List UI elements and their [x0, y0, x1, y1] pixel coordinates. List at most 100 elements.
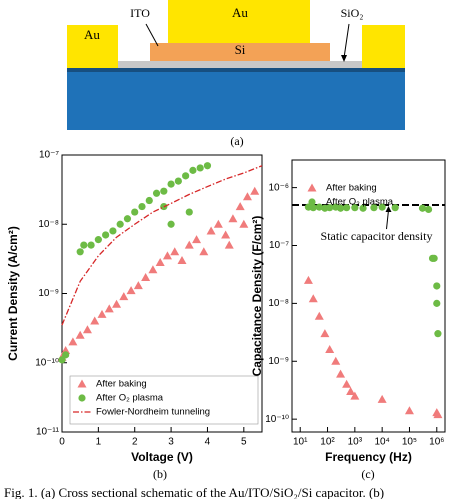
circle-point [102, 231, 110, 239]
x-tick-label: 2 [132, 437, 138, 448]
circle-point [185, 208, 193, 216]
caption: (a) [230, 134, 243, 148]
triangle-point [308, 294, 318, 303]
triangle-point [239, 219, 249, 228]
triangle-point [314, 311, 324, 320]
x-axis-label: Voltage (V) [131, 450, 193, 464]
circle-point [94, 236, 102, 244]
circle-point [80, 241, 88, 249]
label: SiO₂ [341, 6, 364, 20]
x-tick-label: 5 [241, 437, 247, 448]
triangle-point [148, 265, 158, 274]
triangle-point [250, 186, 260, 195]
substrate-top [67, 68, 405, 72]
fit-line [61, 165, 263, 326]
label: Si [235, 42, 246, 57]
pointer [343, 23, 350, 59]
x-axis-label: Frequency (Hz) [325, 450, 412, 464]
substrate [67, 68, 405, 130]
x-tick-label: 3 [168, 437, 174, 448]
triangle-point [104, 304, 114, 313]
x-tick-label: 1 [96, 437, 102, 448]
circle-point [326, 204, 334, 212]
triangle-point [320, 329, 330, 338]
legend-swatch [307, 183, 317, 192]
circle-point [138, 202, 146, 211]
y-tick-label: 10⁻⁶ [268, 182, 289, 193]
circle-point [62, 351, 70, 359]
y-axis-label: Capacitance Density (F/cm²) [250, 216, 264, 377]
circle-point [336, 204, 345, 212]
arrow-head [385, 206, 392, 213]
triangle-point [342, 379, 352, 388]
triangle-point [192, 235, 202, 244]
y-tick-label: 10⁻¹¹ [36, 427, 60, 438]
circle-point [152, 189, 161, 197]
circle-point [87, 241, 95, 249]
legend-label: Fowler-Nordheim tunneling [96, 407, 210, 418]
figure-caption: Fig. 1. (a) Cross sectional schematic of… [4, 485, 384, 499]
circle-point [189, 166, 197, 174]
triangle-point [242, 192, 252, 201]
circle-point [433, 299, 441, 307]
arrow-head [341, 55, 347, 62]
triangle-point [433, 410, 443, 419]
triangle-point [336, 369, 346, 378]
triangle-point [90, 316, 100, 325]
pointer [145, 23, 159, 47]
circle-point [359, 204, 367, 212]
annotation-arrow [386, 209, 389, 230]
x-tick-label: 10¹ [293, 437, 308, 448]
triangle-point [303, 275, 313, 284]
circle-point [203, 162, 212, 170]
triangle-point [346, 387, 356, 396]
triangle-point [126, 286, 136, 295]
y-tick-label: 10⁻⁷ [269, 240, 289, 251]
triangle-point [68, 337, 78, 346]
triangle-point [377, 394, 387, 403]
circle-point [167, 220, 175, 228]
triangle-point [97, 309, 107, 318]
y-axis-label: Current Density (A/cm²) [6, 226, 20, 361]
circle-point [378, 203, 386, 211]
triangle-point [206, 226, 216, 235]
y-tick-label: 10⁻⁸ [38, 219, 59, 230]
circle-point [182, 172, 190, 180]
circle-point [131, 208, 139, 216]
au-left [67, 25, 118, 68]
caption: (b) [153, 467, 167, 481]
triangle-point [221, 230, 231, 239]
circle-point [433, 282, 441, 290]
au-right [362, 25, 405, 68]
circle-point [167, 180, 175, 188]
y-tick-label: 10⁻⁷ [39, 150, 59, 161]
triangle-point [162, 251, 172, 260]
schematic: Au Au Si ITO SiO₂ (a) [67, 0, 405, 148]
triangle-point [228, 214, 238, 223]
legend-box [69, 375, 259, 425]
legend-label: After baking [96, 379, 147, 390]
label: Au [232, 5, 248, 20]
si-layer [150, 43, 330, 61]
triangle-point [112, 299, 122, 308]
x-tick-label: 0 [59, 437, 65, 448]
circle-point [196, 164, 204, 172]
triangle-point [199, 247, 209, 256]
annotation: Static capacitor density [321, 229, 433, 243]
x-tick-label: 4 [205, 437, 211, 448]
circle-point [76, 248, 84, 256]
circle-point [343, 204, 351, 212]
circle-point [160, 187, 168, 195]
au-top [168, 0, 310, 43]
circle-point [58, 356, 66, 364]
x-tick-label: 10⁴ [374, 437, 389, 448]
y-tick-label: 10⁻¹⁰ [265, 414, 289, 425]
x-tick-label: 10² [320, 437, 335, 448]
circle-point [315, 203, 323, 211]
triangle-point [155, 258, 165, 267]
circle-point [418, 204, 427, 212]
circle-point [116, 220, 124, 228]
triangle-point [133, 281, 143, 290]
legend-swatch [77, 379, 87, 388]
